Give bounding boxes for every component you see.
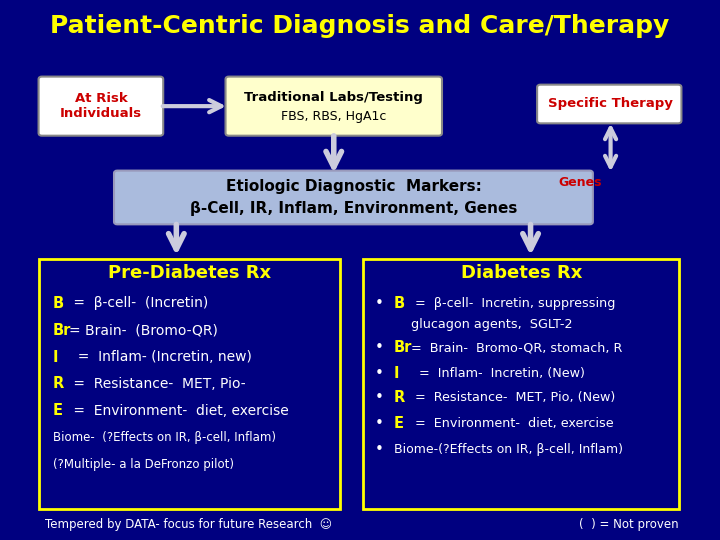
Text: =  Inflam- (Incretin, new): = Inflam- (Incretin, new) bbox=[69, 350, 252, 364]
Text: R: R bbox=[53, 376, 64, 392]
Text: Br: Br bbox=[53, 323, 71, 338]
Text: I: I bbox=[394, 366, 400, 381]
Text: •: • bbox=[374, 442, 383, 457]
Text: =  Inflam-  Incretin, (New): = Inflam- Incretin, (New) bbox=[410, 367, 585, 380]
Text: =  Environment-  diet, exercise: = Environment- diet, exercise bbox=[410, 416, 613, 430]
Text: =  β-cell-  (Incretin): = β-cell- (Incretin) bbox=[69, 296, 209, 310]
FancyBboxPatch shape bbox=[39, 77, 163, 136]
Text: I: I bbox=[53, 349, 58, 364]
Text: Biome-(?Effects on IR, β-cell, Inflam): Biome-(?Effects on IR, β-cell, Inflam) bbox=[394, 443, 623, 456]
FancyBboxPatch shape bbox=[39, 259, 341, 509]
Text: Patient-Centric Diagnosis and Care/Therapy: Patient-Centric Diagnosis and Care/Thera… bbox=[50, 14, 670, 38]
Text: Etiologic Diagnostic  Markers:: Etiologic Diagnostic Markers: bbox=[225, 179, 482, 194]
Text: •: • bbox=[374, 340, 383, 355]
Text: FBS, RBS, HgA1c: FBS, RBS, HgA1c bbox=[281, 110, 387, 124]
Text: glucagon agents,  SGLT-2: glucagon agents, SGLT-2 bbox=[410, 318, 572, 332]
Text: •: • bbox=[374, 416, 383, 430]
Text: =  Brain-  Bromo-QR, stomach, R: = Brain- Bromo-QR, stomach, R bbox=[410, 341, 622, 354]
Text: Traditional Labs/Testing: Traditional Labs/Testing bbox=[244, 91, 423, 104]
FancyBboxPatch shape bbox=[537, 85, 681, 123]
Text: Specific Therapy: Specific Therapy bbox=[548, 98, 673, 111]
Text: At Risk
Individuals: At Risk Individuals bbox=[60, 92, 142, 120]
Text: E: E bbox=[394, 416, 404, 430]
Text: B: B bbox=[394, 296, 405, 311]
Text: = Brain-  (Bromo-QR): = Brain- (Bromo-QR) bbox=[69, 323, 218, 337]
Text: =  Resistance-  MET, Pio, (New): = Resistance- MET, Pio, (New) bbox=[410, 392, 615, 404]
Text: Br: Br bbox=[394, 340, 413, 355]
Text: R: R bbox=[394, 390, 405, 406]
Text: •: • bbox=[374, 296, 383, 311]
Text: E: E bbox=[53, 403, 63, 418]
FancyBboxPatch shape bbox=[364, 259, 680, 509]
Text: (?Multiple- a la DeFronzo pilot): (?Multiple- a la DeFronzo pilot) bbox=[53, 458, 234, 471]
FancyBboxPatch shape bbox=[114, 171, 593, 224]
Text: •: • bbox=[374, 366, 383, 381]
Text: B: B bbox=[53, 296, 64, 311]
Text: Diabetes Rx: Diabetes Rx bbox=[461, 264, 582, 282]
Text: β-Cell, IR, Inflam, Environment, Genes: β-Cell, IR, Inflam, Environment, Genes bbox=[190, 201, 517, 215]
Text: (  ) = Not proven: ( ) = Not proven bbox=[579, 518, 678, 531]
FancyBboxPatch shape bbox=[225, 77, 442, 136]
Text: Pre-Diabetes Rx: Pre-Diabetes Rx bbox=[108, 264, 271, 282]
Text: =  Resistance-  MET, Pio-: = Resistance- MET, Pio- bbox=[69, 377, 246, 391]
Text: •: • bbox=[374, 390, 383, 406]
Text: Tempered by DATA- focus for future Research  ☺: Tempered by DATA- focus for future Resea… bbox=[45, 518, 332, 531]
Text: =  Environment-  diet, exercise: = Environment- diet, exercise bbox=[69, 404, 289, 418]
Text: =  β-cell-  Incretin, suppressing: = β-cell- Incretin, suppressing bbox=[410, 297, 615, 310]
Text: Genes: Genes bbox=[558, 177, 601, 190]
Text: Biome-  (?Effects on IR, β-cell, Inflam): Biome- (?Effects on IR, β-cell, Inflam) bbox=[53, 431, 276, 444]
